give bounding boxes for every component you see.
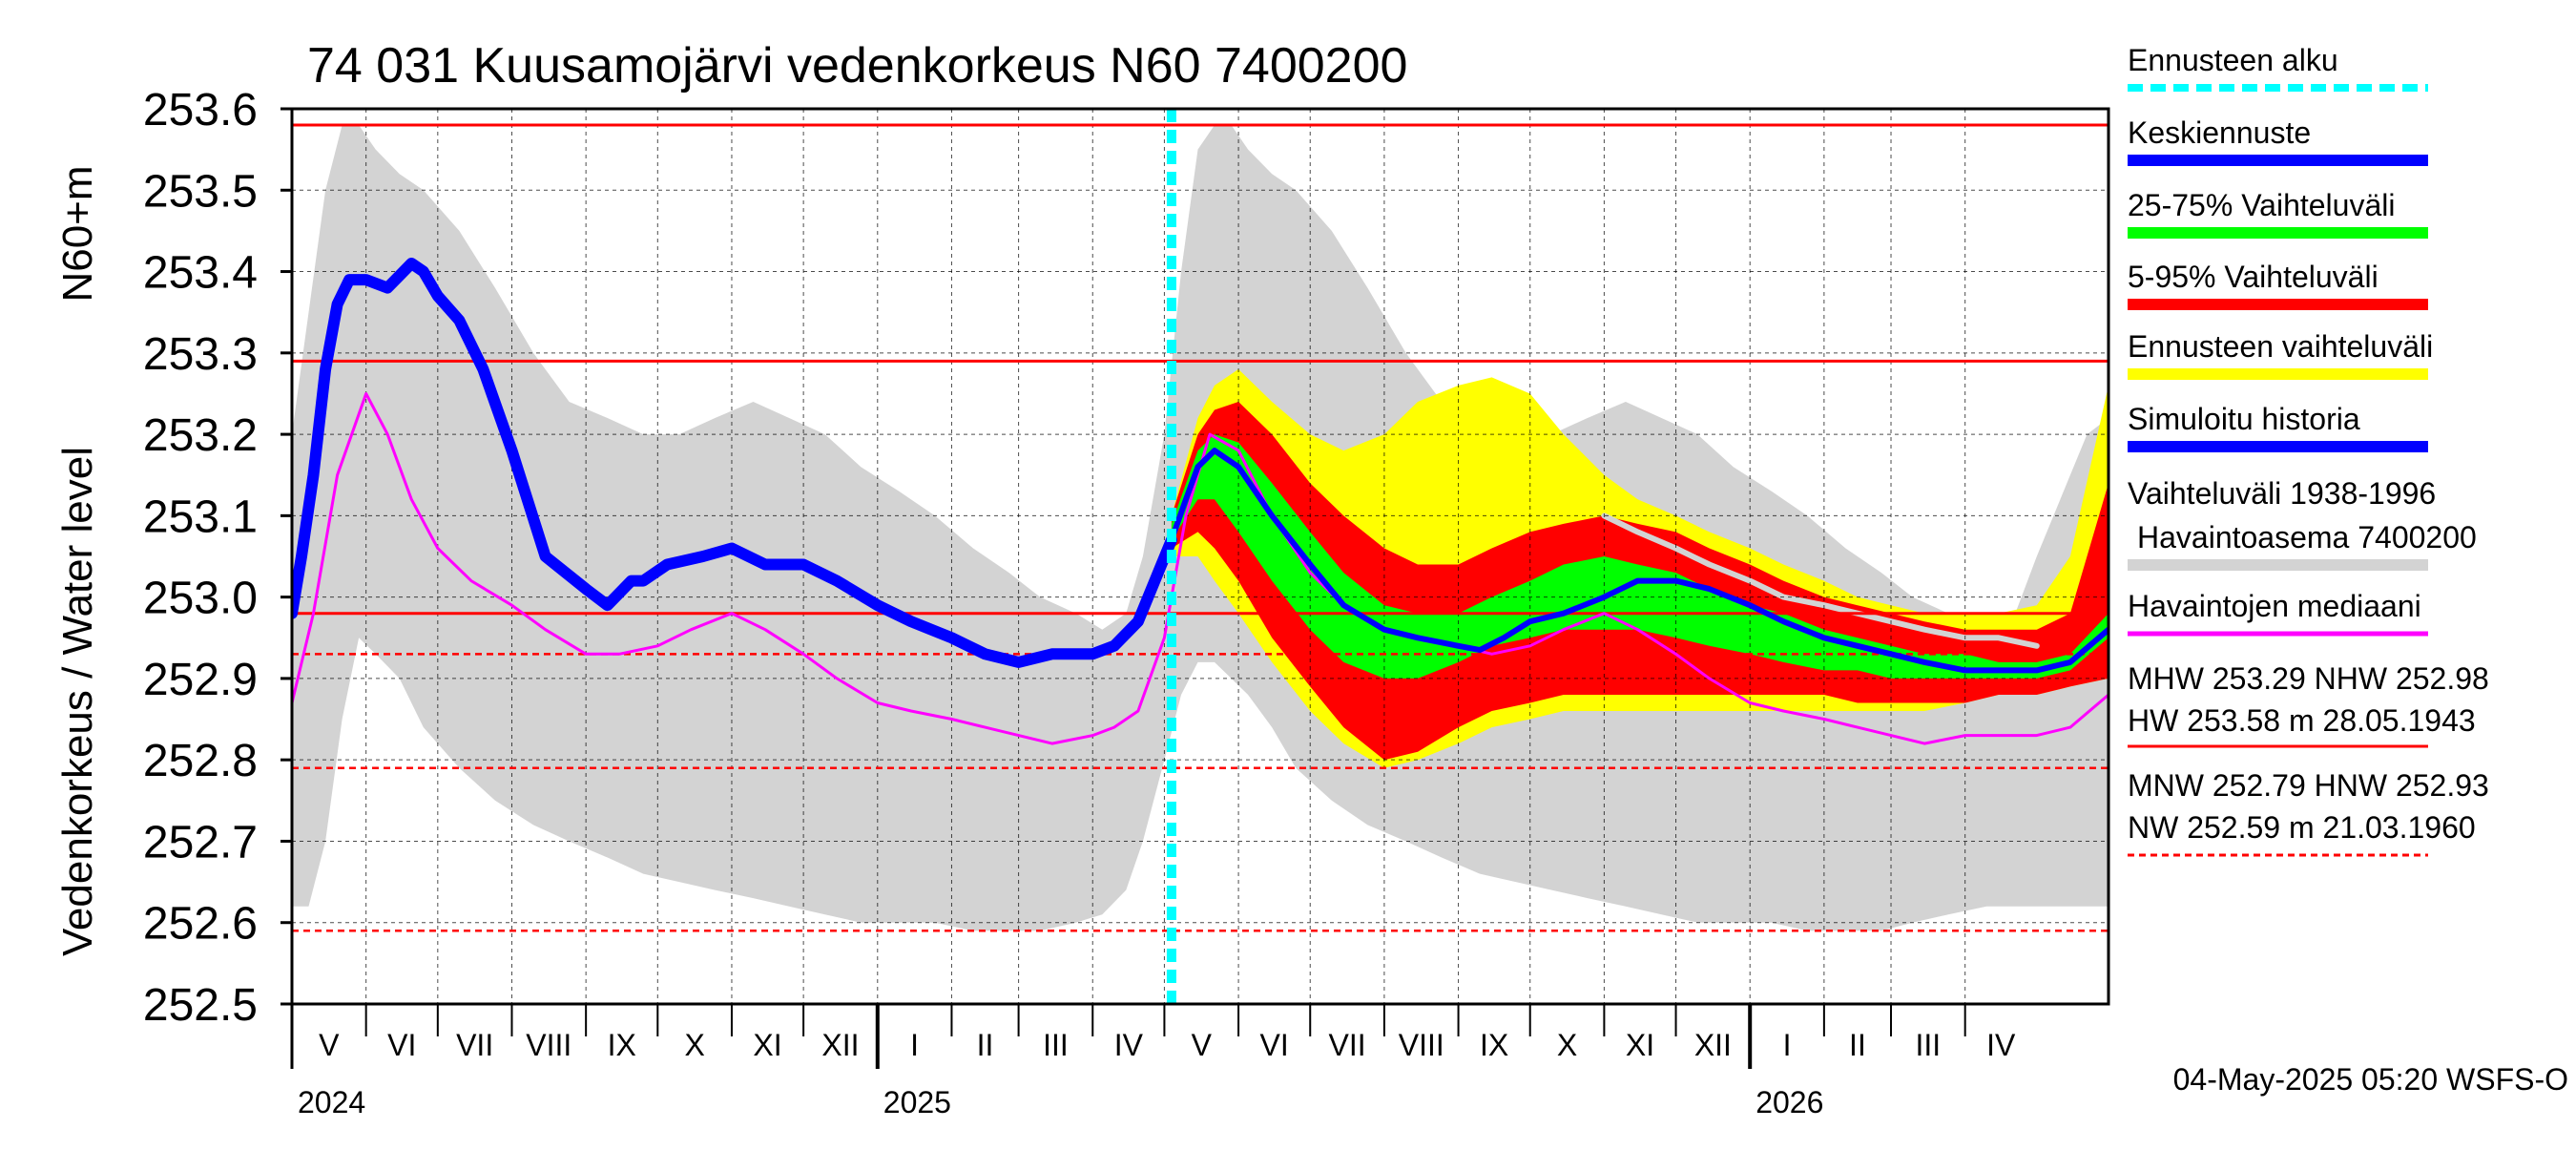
observed-median-line: [292, 392, 2109, 745]
month-label: X: [1557, 1028, 1577, 1062]
y-tick-label: 253.4: [143, 248, 258, 299]
axes: 252.5 252.6 252.7 252.8 252.9 253.0 253.1 253.2…: [143, 85, 2110, 1119]
y-tick-label: 252.5: [143, 980, 258, 1031]
legend-label: Havaintoasema 7400200: [2137, 520, 2477, 554]
y-tick-label: 253.2: [143, 410, 258, 461]
chart-title: 74 031 Kuusamojärvi vedenkorkeus N60 740…: [307, 38, 1407, 94]
y-tick-label: 252.9: [143, 655, 258, 705]
month-label: V: [1192, 1028, 1213, 1062]
legend-label: 25-75% Vaihteluväli: [2128, 188, 2395, 222]
month-label: III: [1916, 1028, 1942, 1062]
footer-timestamp: 04-May-2025 05:20 WSFS-O: [2173, 1062, 2568, 1097]
legend-label: Keskiennuste: [2128, 115, 2311, 150]
month-label: VII: [456, 1028, 493, 1062]
month-label: XII: [1694, 1028, 1732, 1062]
stats-label: NW 252.59 m 21.03.1960: [2128, 810, 2476, 845]
y-tick-label: 252.6: [143, 899, 258, 950]
month-label: VIII: [1399, 1028, 1444, 1062]
legend-label: Ennusteen alku: [2128, 43, 2338, 77]
month-label: XI: [1626, 1028, 1654, 1062]
stats-label: MHW 253.29 NHW 252.98: [2128, 661, 2489, 696]
month-label: I: [1783, 1028, 1792, 1062]
plot-frame: [290, 107, 2110, 1006]
year-label: 2025: [883, 1085, 951, 1119]
stats-label: MNW 252.79 HNW 252.93: [2128, 768, 2489, 803]
year-label: 2026: [1755, 1085, 1823, 1119]
month-label: IX: [608, 1028, 636, 1062]
y-tick-label: 252.7: [143, 817, 258, 868]
month-label: II: [977, 1028, 994, 1062]
y-tick-label: 252.8: [143, 736, 258, 786]
legend: Ennusteen alku Keskiennuste 25-75% Vaihtel…: [2128, 43, 2489, 857]
month-label: VII: [1329, 1028, 1366, 1062]
legend-label: Havaintojen mediaani: [2128, 589, 2421, 623]
month-label: VI: [387, 1028, 416, 1062]
y-tick-label: 253.6: [143, 85, 258, 136]
month-label: IV: [1986, 1028, 2016, 1062]
y-axis-label: Vedenkorkeus / Water level: [54, 447, 101, 956]
legend-label: 5-95% Vaihteluväli: [2128, 260, 2379, 294]
legend-label: Ennusteen vaihteluväli: [2128, 329, 2433, 364]
y-tick-label: 253.0: [143, 574, 258, 624]
y-tick-label: 253.1: [143, 491, 258, 542]
plot-area: [292, 109, 2109, 1004]
range-25-75-band: [1171, 434, 2109, 679]
y-tick-label: 253.3: [143, 329, 258, 380]
month-label: VIII: [526, 1028, 571, 1062]
stats-label: HW 253.58 m 28.05.1943: [2128, 703, 2476, 738]
month-label: II: [1849, 1028, 1866, 1062]
y-tick-label: 253.5: [143, 166, 258, 217]
month-label: XI: [753, 1028, 781, 1062]
legend-label: Vaihteluväli 1938-1996: [2128, 476, 2436, 511]
plot-content: [292, 109, 2109, 1004]
legend-label: Simuloitu historia: [2128, 402, 2360, 436]
month-label: V: [319, 1028, 340, 1062]
month-label: X: [684, 1028, 704, 1062]
month-label: IX: [1480, 1028, 1508, 1062]
year-label: 2024: [298, 1085, 365, 1119]
y-axis-unit-label: N60+m: [54, 165, 101, 302]
month-label: IV: [1114, 1028, 1144, 1062]
month-label: I: [910, 1028, 919, 1062]
month-label: XII: [821, 1028, 859, 1062]
month-label: III: [1043, 1028, 1069, 1062]
median-forecast-line: [1168, 448, 2109, 674]
month-label: VI: [1260, 1028, 1289, 1062]
simulated-history-line: [292, 258, 1177, 668]
